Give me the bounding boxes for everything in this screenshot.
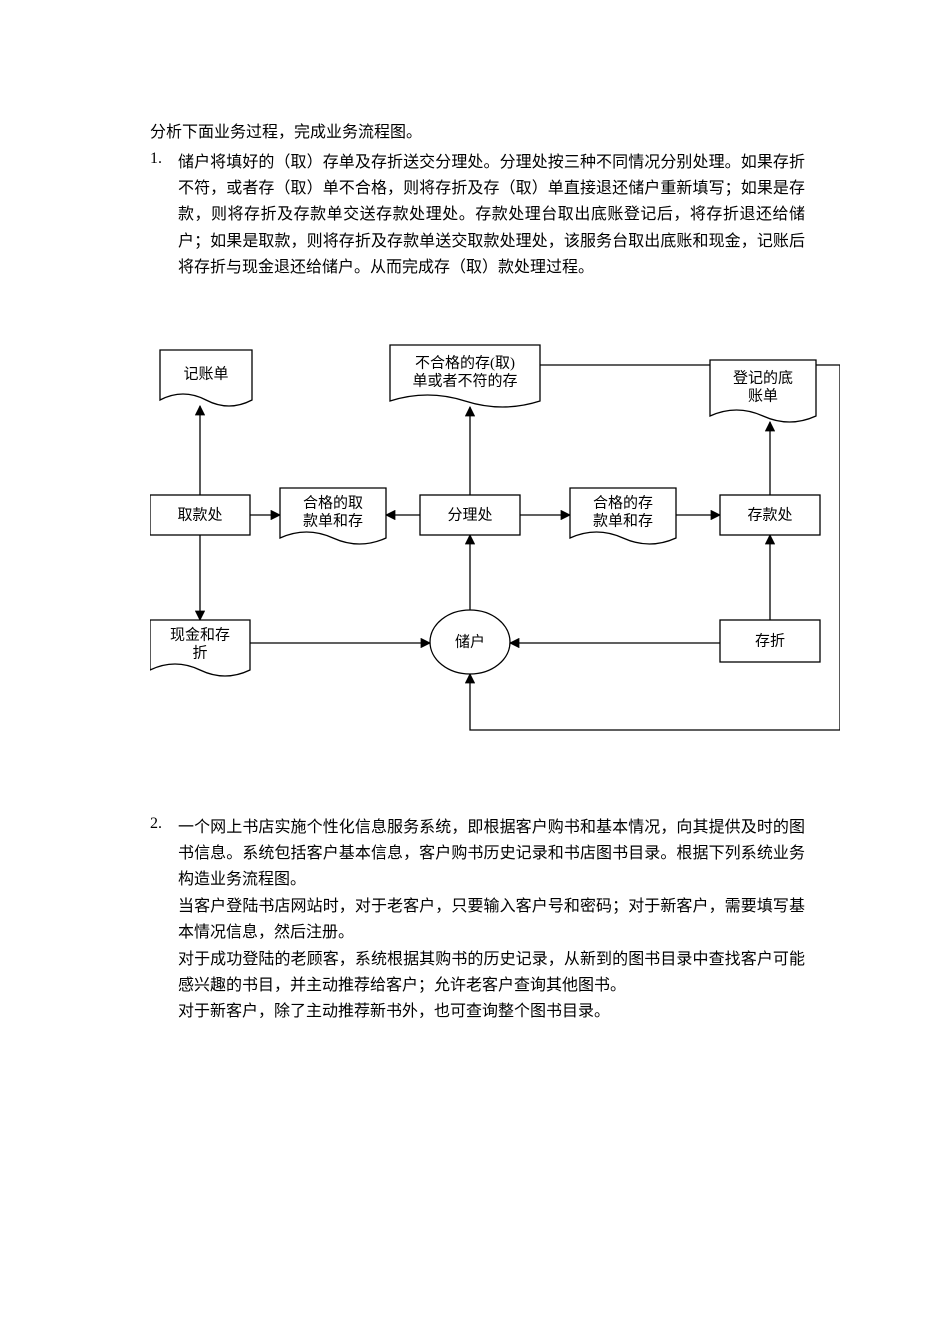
q2-p4: 对于新客户，除了主动推荐新书外，也可查询整个图书目录。 — [178, 999, 805, 1025]
q2-number: 2. — [150, 815, 178, 1026]
diagram-node-label: 取款处 — [177, 506, 222, 523]
q2-p1: 一个网上书店实施个性化信息服务系统，即根据客户购书和基本情况，向其提供及时的图书… — [178, 815, 805, 894]
diagram-node-qkc: 取款处 — [150, 495, 250, 535]
diagram-node-label: 分理处 — [447, 506, 492, 523]
diagram-node-label: 账单 — [748, 387, 778, 404]
diagram-node-label: 储户 — [455, 633, 485, 650]
diagram-node-label: 合格的取 — [303, 494, 363, 511]
diagram-node-bhg: 不合格的存(取)单或者不符的存 — [390, 345, 540, 407]
q2-body: 一个网上书店实施个性化信息服务系统，即根据客户购书和基本情况，向其提供及时的图书… — [178, 815, 805, 1026]
diagram-node-label: 单或者不符的存 — [412, 372, 517, 389]
diagram-node-cz: 存折 — [720, 620, 820, 662]
diagram-node-label: 合格的存 — [593, 494, 653, 511]
diagram-node-ch: 储户 — [430, 610, 510, 674]
diagram-node-label: 登记的底 — [733, 369, 793, 386]
flowchart-svg: 记账单不合格的存(取)单或者不符的存登记的底账单取款处合格的取款单和存分理处合格… — [150, 310, 840, 770]
diagram-node-ckc: 存款处 — [720, 495, 820, 535]
diagram-node-label: 记账单 — [183, 365, 228, 382]
diagram-node-label: 存款处 — [747, 506, 792, 523]
diagram-node-label: 款单和存 — [593, 512, 653, 529]
q2-p2: 当客户登陆书店网站时，对于老客户，只要输入客户号和密码；对于新客户，需要填写基本… — [178, 894, 805, 947]
q1-number: 1. — [150, 150, 178, 282]
diagram-node-hqd: 合格的取款单和存 — [280, 488, 386, 544]
q1-body: 储户将填好的（取）存单及存折送交分理处。分理处按三种不同情况分别处理。如果存折不… — [178, 150, 805, 282]
flowchart-diagram: 记账单不合格的存(取)单或者不符的存登记的底账单取款处合格的取款单和存分理处合格… — [150, 310, 805, 775]
question-2: 2. 一个网上书店实施个性化信息服务系统，即根据客户购书和基本情况，向其提供及时… — [150, 815, 805, 1026]
diagram-node-label: 折 — [192, 644, 207, 661]
diagram-node-djd: 登记的底账单 — [710, 360, 816, 422]
intro-text: 分析下面业务过程，完成业务流程图。 — [150, 120, 805, 146]
diagram-node-jzd: 记账单 — [160, 350, 252, 406]
diagram-node-flc: 分理处 — [420, 495, 520, 535]
diagram-node-label: 现金和存 — [170, 626, 230, 643]
question-1: 1. 储户将填好的（取）存单及存折送交分理处。分理处按三种不同情况分别处理。如果… — [150, 150, 805, 282]
diagram-node-label: 款单和存 — [303, 512, 363, 529]
q2-p3: 对于成功登陆的老顾客，系统根据其购书的历史记录，从新到的图书目录中查找客户可能感… — [178, 947, 805, 1000]
diagram-node-label: 存折 — [755, 632, 785, 649]
diagram-node-hcd: 合格的存款单和存 — [570, 488, 676, 544]
diagram-node-label: 不合格的存(取) — [415, 354, 515, 371]
diagram-node-xjcz: 现金和存折 — [150, 620, 250, 676]
